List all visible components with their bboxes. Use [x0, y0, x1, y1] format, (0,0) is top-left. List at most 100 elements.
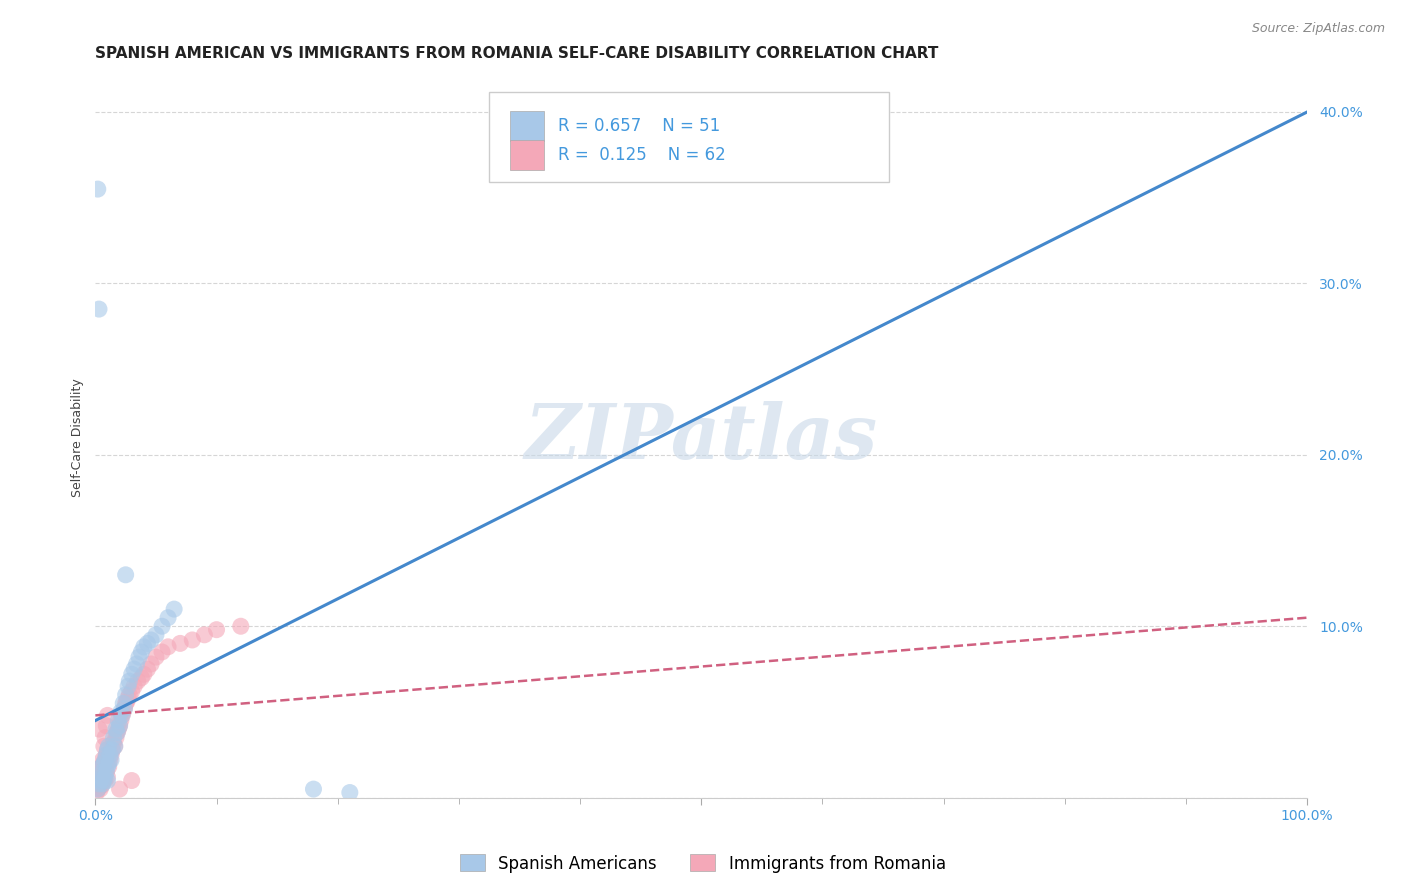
Point [139, 632, 162, 647]
Point [101, 742, 124, 756]
Point [90, 770, 112, 784]
Point [108, 719, 131, 733]
FancyBboxPatch shape [510, 111, 544, 141]
Point [104, 739, 127, 754]
Point [163, 602, 186, 616]
Point [122, 662, 145, 676]
Point [100, 747, 122, 762]
Point [112, 705, 135, 719]
Point [139, 657, 162, 671]
Point [157, 610, 180, 624]
Point [145, 650, 167, 665]
Point [108, 719, 131, 733]
Point [96, 742, 118, 756]
Point [89, 770, 111, 784]
Point [90, 760, 112, 774]
Point [98, 747, 121, 762]
Point [121, 773, 143, 788]
Point [94, 753, 117, 767]
Point [91, 764, 114, 779]
Point [96, 764, 118, 779]
Point [93, 739, 115, 754]
Point [132, 640, 155, 654]
Point [90, 779, 112, 793]
Point [97, 756, 120, 771]
Point [96, 764, 118, 779]
Point [91, 753, 114, 767]
Point [114, 701, 136, 715]
Point [105, 725, 128, 739]
Point [118, 688, 141, 702]
Point [128, 650, 150, 665]
Point [87, 722, 110, 736]
Point [132, 667, 155, 681]
Y-axis label: Self-Care Disability: Self-Care Disability [72, 378, 84, 497]
Point [205, 623, 228, 637]
Point [339, 785, 361, 799]
Point [90, 760, 112, 774]
Point [103, 731, 125, 745]
Point [131, 671, 153, 685]
Point [90, 764, 112, 779]
Point [93, 756, 115, 771]
Point [94, 770, 117, 784]
Point [96, 742, 118, 756]
Point [87, 302, 110, 317]
Point [101, 742, 124, 756]
Point [122, 679, 145, 693]
Point [169, 636, 191, 650]
FancyBboxPatch shape [510, 139, 544, 169]
Point [87, 782, 110, 797]
Point [100, 753, 122, 767]
Point [121, 684, 143, 698]
Point [93, 756, 115, 771]
Point [96, 747, 118, 762]
Point [93, 770, 115, 784]
Point [89, 782, 111, 797]
Point [96, 773, 118, 788]
Point [181, 632, 204, 647]
Text: SPANISH AMERICAN VS IMMIGRANTS FROM ROMANIA SELF-CARE DISABILITY CORRELATION CHA: SPANISH AMERICAN VS IMMIGRANTS FROM ROMA… [96, 46, 939, 62]
Point [105, 725, 128, 739]
Point [229, 619, 252, 633]
Point [110, 705, 132, 719]
Legend: Spanish Americans, Immigrants from Romania: Spanish Americans, Immigrants from Roman… [454, 847, 952, 880]
Point [107, 714, 129, 728]
Point [110, 714, 132, 728]
Point [87, 780, 110, 795]
Point [87, 777, 110, 791]
Point [87, 782, 110, 797]
Point [104, 722, 127, 736]
Point [103, 736, 125, 750]
Point [125, 657, 148, 671]
Point [98, 753, 121, 767]
Point [111, 708, 134, 723]
Point [96, 747, 118, 762]
Point [104, 731, 127, 745]
Point [121, 667, 143, 681]
Point [145, 628, 167, 642]
Point [87, 182, 110, 196]
Point [118, 674, 141, 689]
Point [157, 640, 180, 654]
Point [94, 731, 117, 745]
Point [94, 753, 117, 767]
Point [107, 722, 129, 736]
Point [111, 708, 134, 723]
Point [127, 674, 149, 689]
Point [150, 645, 173, 659]
Text: R =  0.125    N = 62: R = 0.125 N = 62 [558, 145, 725, 164]
Point [91, 760, 114, 774]
Point [87, 773, 110, 788]
Point [93, 773, 115, 788]
Point [91, 773, 114, 788]
Point [104, 739, 127, 754]
Point [89, 777, 111, 791]
Point [117, 679, 139, 693]
Point [114, 701, 136, 715]
Point [112, 697, 135, 711]
Point [117, 691, 139, 706]
Point [97, 760, 120, 774]
Point [96, 760, 118, 774]
Point [91, 777, 114, 791]
